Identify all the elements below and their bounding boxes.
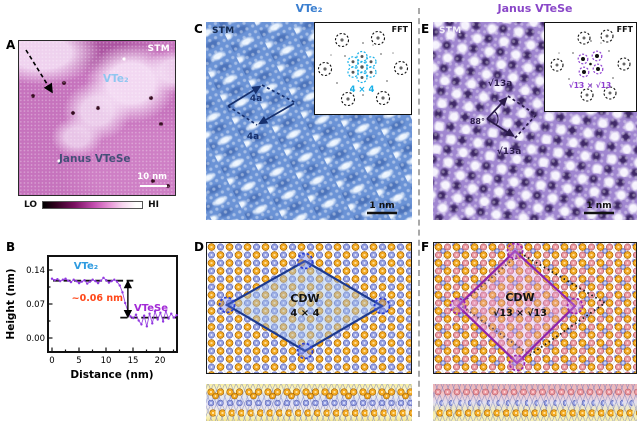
y-axis-label: Height (nm) bbox=[5, 268, 17, 339]
lattice-vector-4a-2 bbox=[258, 102, 295, 125]
fft-inset-vte2: FFT 4 × 4 bbox=[314, 22, 412, 115]
bragg-peak-dots bbox=[323, 36, 403, 101]
fft-order-label-e: √13 × √13 bbox=[569, 81, 611, 90]
dashed-arrow bbox=[25, 49, 53, 94]
cell-edge-dashed-e1 bbox=[507, 95, 537, 116]
column-title-janus-vtese: Janus VTeSe bbox=[497, 2, 573, 15]
panel-a-label: A bbox=[6, 38, 16, 52]
cell-edge-dashed-e2 bbox=[514, 114, 537, 139]
x-axis-label: Distance (nm) bbox=[70, 369, 153, 381]
stm-image-janus-vtese: STM bbox=[433, 22, 637, 220]
xtick-5: 5 bbox=[76, 356, 81, 366]
scalebar-label-a: 10 nm bbox=[137, 172, 167, 182]
lattice-vector-r13-2 bbox=[486, 118, 515, 137]
cdw-vertex-circles bbox=[218, 252, 391, 360]
lattice-vector-4a-1 bbox=[227, 85, 262, 107]
panel-f-label: F bbox=[421, 240, 430, 254]
profile-series bbox=[50, 276, 178, 328]
fft-noise bbox=[558, 40, 614, 86]
colorbar-gradient bbox=[42, 201, 144, 209]
vector-label-4a-2: 4a bbox=[247, 132, 259, 142]
side-view-vte2 bbox=[206, 384, 412, 421]
series-label-vte2: VTe₂ bbox=[74, 261, 98, 272]
fft-order-label-c: 4 × 4 bbox=[350, 85, 375, 95]
xtick-15: 15 bbox=[128, 356, 139, 366]
fft-noise bbox=[330, 42, 394, 96]
region-label-janus-vtese: Janus VTeSe bbox=[59, 153, 131, 165]
cdw-cell-overlay-d: CDW 4 × 4 bbox=[218, 252, 391, 360]
fft-pattern-c: 4 × 4 bbox=[317, 30, 409, 107]
column-divider bbox=[418, 8, 420, 417]
panel-d-label: D bbox=[194, 240, 204, 254]
cdw-vertex-circles bbox=[449, 242, 584, 372]
cdw-unit-cell-r13 bbox=[456, 249, 577, 365]
bragg-peak-dots bbox=[555, 34, 626, 97]
colorbar-row: LO HI bbox=[24, 199, 170, 211]
fft-pattern-e: √13 × √13 bbox=[550, 29, 631, 102]
cdw-order-f: √13 × √13 bbox=[493, 308, 547, 319]
reference-cell-dotted bbox=[458, 251, 607, 357]
lattice-vector-r13-1 bbox=[486, 96, 508, 120]
ytick-000: 0.00 bbox=[26, 334, 45, 344]
axis-ticks bbox=[48, 269, 175, 352]
panel-e-label: E bbox=[421, 22, 430, 36]
vector-label-r13a-1: √13a bbox=[488, 78, 513, 89]
cdw-peak-circles-4x4 bbox=[347, 50, 377, 84]
panel-c-label: C bbox=[194, 22, 203, 36]
vte2-annotation-overlay: 4a 4a 1 nm bbox=[227, 84, 397, 215]
colorbar-lo-label: LO bbox=[24, 200, 38, 210]
cdw-peak-dots bbox=[581, 54, 600, 74]
step-annotation: ~0.06 nm bbox=[72, 293, 123, 304]
cdw-label-f: CDW bbox=[505, 291, 534, 304]
bragg-peak-circles bbox=[317, 30, 409, 107]
scalebar-label-e: 1 nm bbox=[586, 201, 611, 211]
side-view-janus-vtese bbox=[433, 384, 637, 421]
line-profile-chart: 0.14 0.07 0.00 0 5 10 15 20 Distance (nm… bbox=[5, 255, 178, 381]
cdw-peak-circles-r13 bbox=[577, 50, 604, 78]
stm-image-vte2: STM bbox=[206, 22, 412, 220]
stm-tag-e: STM bbox=[439, 26, 462, 36]
colorbar-hi-label: HI bbox=[148, 200, 159, 210]
step-arrow-overlay bbox=[25, 49, 53, 94]
cdw-cell-overlay-f: CDW √13 × √13 bbox=[449, 242, 607, 372]
series-label-vtese: VTeSe bbox=[134, 303, 168, 314]
ytick-007: 0.07 bbox=[26, 300, 45, 310]
angle-arc bbox=[493, 110, 499, 126]
panel-b-label: B bbox=[6, 240, 16, 254]
fft-inset-vtese: FFT √13 × √13 bbox=[544, 22, 637, 112]
region-label-vte2: VTe₂ bbox=[103, 73, 129, 85]
fft-tag-e: FFT bbox=[616, 25, 633, 34]
vtese-annotation-overlay: √13a √13a 88° 1 nm bbox=[470, 78, 614, 215]
xtick-0: 0 bbox=[49, 356, 54, 366]
cdw-peak-dots bbox=[351, 55, 373, 79]
cdw-order-d: 4 × 4 bbox=[290, 308, 319, 319]
cell-edge-dashed-2 bbox=[227, 105, 258, 126]
stm-overview-image: STM VTe₂ Janus VTeSe 10 nm bbox=[18, 40, 176, 196]
stm-tag-a: STM bbox=[147, 44, 170, 54]
stm-tag-c: STM bbox=[212, 26, 235, 36]
angle-label: 88° bbox=[470, 117, 485, 126]
cdw-unit-cell-4x4 bbox=[224, 259, 385, 353]
fft-tag-c: FFT bbox=[391, 25, 408, 34]
atomic-model-janus-vtese bbox=[433, 242, 637, 374]
vector-label-4a-1: 4a bbox=[250, 94, 262, 104]
column-title-vte2: VTe₂ bbox=[295, 2, 323, 15]
xtick-20: 20 bbox=[155, 356, 166, 366]
ytick-014: 0.14 bbox=[26, 266, 45, 276]
bragg-peak-circles bbox=[550, 29, 631, 102]
vector-label-r13a-2: √13a bbox=[497, 146, 522, 157]
cell-edge-dashed-1 bbox=[261, 84, 297, 104]
scalebar-a bbox=[140, 184, 167, 187]
xtick-10: 10 bbox=[101, 356, 112, 366]
scalebar-label-c: 1 nm bbox=[369, 201, 394, 211]
cdw-label-d: CDW bbox=[290, 292, 319, 305]
